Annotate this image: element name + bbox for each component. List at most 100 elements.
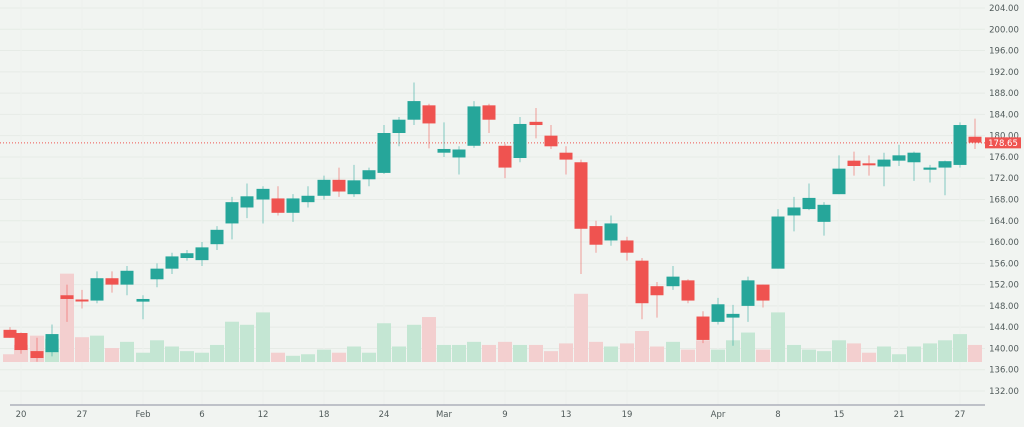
candle (240, 183, 254, 219)
volume-bar (362, 352, 376, 362)
volume-bar (892, 354, 906, 362)
volume-bar (544, 351, 558, 362)
candle (513, 117, 527, 163)
grid-lines (0, 7, 985, 392)
candle (105, 271, 119, 293)
candle (362, 167, 376, 187)
candle (711, 297, 725, 325)
volume-bar (938, 340, 952, 362)
volume-bar (681, 349, 695, 362)
candle (392, 117, 406, 147)
volume-bar (75, 337, 89, 362)
time-tick-label: 19 (622, 410, 633, 420)
volume-bar (726, 340, 740, 362)
volume-bar (650, 346, 664, 362)
candle (136, 295, 150, 320)
time-tick-label: 6 (199, 410, 204, 420)
candle (529, 108, 543, 139)
price-tick-label: 176.00 (989, 153, 1019, 163)
candle (817, 202, 831, 236)
time-tick-label: 15 (834, 410, 845, 420)
volume-bar (498, 341, 512, 362)
volume-bar (332, 352, 346, 362)
candle (574, 159, 588, 274)
volume-bar (635, 331, 649, 362)
candles (3, 82, 982, 362)
volume-bar (953, 334, 967, 362)
price-tick-label: 180.00 (989, 132, 1019, 142)
volume-bar (741, 332, 755, 362)
volume-bar (105, 348, 119, 362)
volume-bar (666, 341, 680, 362)
candle (953, 122, 967, 168)
volume-bar (877, 346, 891, 362)
volume-bar (604, 346, 618, 362)
volume-bar (467, 341, 481, 362)
time-tick-label: 18 (319, 410, 330, 420)
price-axis[interactable]: 204.00 200.00 196.00 192.00 188.00 184.00 180.… (989, 4, 1019, 397)
candle (377, 125, 391, 174)
volume-bar (347, 346, 361, 362)
volume-bar (968, 344, 982, 362)
candle (271, 186, 285, 216)
time-tick-label: 27 (77, 410, 88, 420)
volume-bar (802, 349, 816, 362)
price-tick-label: 204.00 (989, 4, 1019, 14)
candle (907, 151, 921, 181)
price-tick-label: 184.00 (989, 110, 1019, 120)
candle (195, 242, 209, 266)
candle (120, 265, 134, 296)
volume-bar (225, 321, 239, 362)
candle (452, 146, 466, 175)
volume-bar (529, 344, 543, 362)
volume-bar (787, 344, 801, 362)
volume-bar (482, 344, 496, 362)
volume-bar (513, 344, 527, 362)
candle (877, 152, 891, 187)
candle (301, 186, 315, 208)
candle (30, 337, 44, 362)
time-tick-label: 8 (775, 410, 780, 420)
candle (467, 101, 481, 148)
time-tick-label: 21 (894, 410, 905, 420)
volume-bar (452, 344, 466, 362)
candle (771, 209, 785, 269)
volume-bar (286, 355, 300, 362)
time-axis[interactable]: 20 27 Feb 6 12 18 24 Mar 9 13 19 Apr 8 15 21 27 (16, 410, 966, 420)
price-tick-label: 196.00 (989, 47, 1019, 57)
candle (210, 226, 224, 251)
candle (332, 167, 346, 197)
volume-bar (3, 354, 17, 362)
volume-bar (756, 349, 770, 362)
candle (787, 196, 801, 232)
candle (422, 103, 436, 149)
price-tick-label: 140.00 (989, 344, 1019, 354)
volume-bar (165, 346, 179, 362)
candle (75, 289, 89, 309)
candle (862, 155, 876, 176)
candle (559, 146, 573, 175)
volume-bar (407, 324, 421, 362)
volume-bar (120, 341, 134, 362)
candle (90, 271, 104, 304)
candle (681, 279, 695, 304)
last-price-badge: 178.65 (985, 137, 1021, 149)
price-tick-label: 172.00 (989, 174, 1019, 184)
candle (650, 281, 664, 318)
volume-bar (210, 344, 224, 362)
candle (938, 160, 952, 196)
volume-bar (559, 343, 573, 362)
volume-bar (711, 349, 725, 362)
candle (892, 144, 906, 166)
price-tick-label: 148.00 (989, 302, 1019, 312)
price-tick-label: 152.00 (989, 281, 1019, 291)
volume-bar (862, 352, 876, 362)
volume-bar (574, 293, 588, 362)
volume-bar (771, 312, 785, 362)
candle (60, 284, 74, 322)
time-tick-label: 20 (16, 410, 27, 420)
candle (604, 215, 618, 246)
candle (225, 196, 239, 240)
